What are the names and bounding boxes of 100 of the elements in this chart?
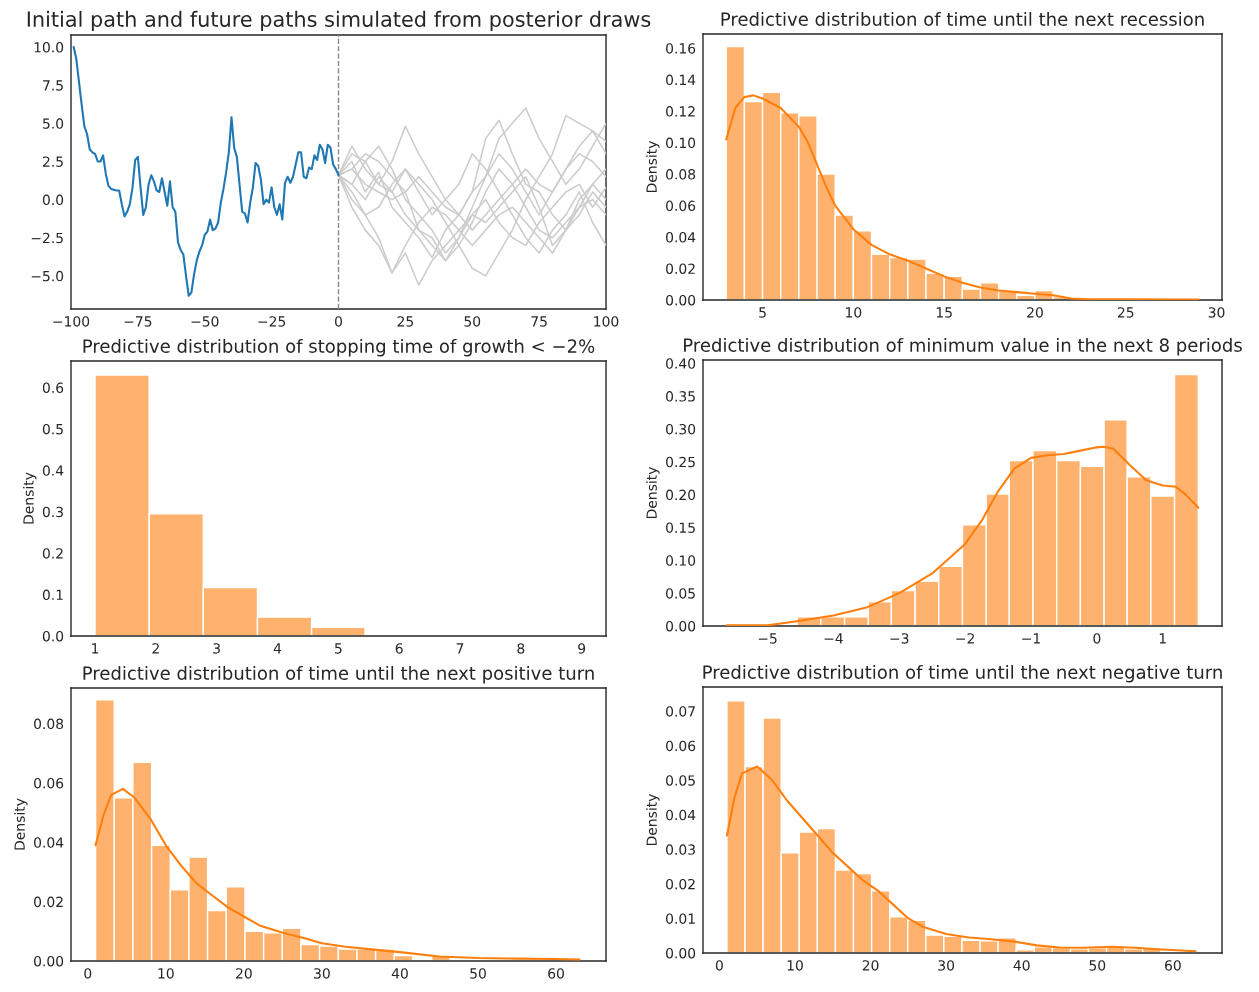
- y-tick-label: 0.1: [42, 589, 63, 601]
- x-tick-label: −1: [1022, 633, 1040, 644]
- y-tick-label: 0.16: [666, 43, 696, 54]
- x-tick-label: 25: [397, 316, 413, 327]
- y-tick-label: 0.3: [42, 506, 63, 518]
- y-tick-label: 0.07: [666, 706, 695, 717]
- y-tick-label: 0.08: [34, 718, 64, 730]
- y-tick-label: 0.35: [666, 391, 695, 402]
- x-tick-label: 20: [1027, 307, 1043, 318]
- x-tick-label: 15: [936, 307, 952, 318]
- y-tick-label: −2.5: [31, 232, 63, 244]
- y-tick-label: 0.40: [666, 358, 696, 369]
- y-axis-title: Density: [14, 798, 28, 850]
- x-tick-label: 50: [470, 968, 486, 979]
- y-tick-label: 0.06: [666, 200, 696, 212]
- x-tick-label: 25: [1117, 307, 1134, 318]
- x-tick-label: 30: [314, 968, 330, 979]
- y-tick-label: 0.00: [34, 955, 64, 967]
- y-tick-label: 10.0: [34, 42, 64, 53]
- y-tick-label: −5.0: [31, 270, 64, 282]
- chart-title: Predictive distribution of time until the next recession: [721, 11, 1204, 26]
- x-tick-label: 0: [1093, 633, 1101, 644]
- y-tick-label: 0.05: [666, 775, 695, 786]
- chart-title: Predictive distribution of stopping time of growth < −2%: [83, 338, 595, 357]
- y-tick-label: 0.00: [666, 620, 696, 632]
- y-axis-title: Density: [646, 141, 660, 193]
- x-tick-label: 3: [213, 643, 220, 654]
- chart-title: Initial path and future paths simulated from posterior draws: [27, 10, 651, 31]
- x-tick-label: 10: [787, 960, 803, 971]
- y-tick-label: 0.01: [666, 913, 695, 924]
- x-tick-label: 60: [548, 968, 564, 979]
- y-tick-label: 0.00: [666, 947, 696, 959]
- y-tick-label: 0.05: [666, 588, 695, 599]
- x-tick-label: −25: [258, 316, 286, 327]
- x-tick-label: 10: [158, 968, 174, 979]
- y-tick-label: 0.03: [666, 844, 695, 855]
- x-tick-label: −3: [890, 633, 909, 644]
- y-tick-label: 0.02: [666, 878, 695, 890]
- y-tick-label: 7.5: [43, 80, 63, 91]
- x-tick-label: 1: [92, 643, 99, 654]
- y-tick-label: 0.6: [42, 382, 64, 393]
- y-tick-label: 0.02: [666, 263, 695, 274]
- y-tick-label: 2.5: [42, 156, 63, 167]
- x-tick-label: 50: [1089, 960, 1106, 971]
- x-tick-label: 9: [578, 643, 586, 654]
- y-tick-label: 0.08: [666, 169, 696, 180]
- chart-title: Predictive distribution of minimum value in the next 8 periods: [684, 337, 1242, 356]
- y-tick-label: 5.0: [43, 118, 64, 129]
- x-tick-label: −4: [824, 633, 843, 644]
- x-tick-label: 40: [391, 968, 408, 979]
- x-tick-label: 100: [594, 316, 619, 327]
- y-tick-label: 0.04: [666, 232, 696, 243]
- x-tick-label: 7: [456, 643, 464, 654]
- x-tick-label: 5: [759, 307, 766, 318]
- y-tick-label: 0.00: [666, 294, 696, 306]
- x-tick-label: −100: [53, 316, 90, 327]
- y-tick-label: 0.12: [666, 106, 695, 117]
- x-tick-label: 2: [152, 643, 159, 654]
- y-tick-label: 0.30: [666, 423, 696, 435]
- x-tick-label: 4: [273, 643, 282, 654]
- x-tick-label: 50: [464, 316, 481, 327]
- x-tick-label: 30: [938, 960, 955, 971]
- chart-title: Predictive distribution of time until the next negative turn: [703, 664, 1222, 683]
- x-tick-label: 0: [715, 960, 723, 971]
- x-tick-label: 6: [395, 643, 403, 654]
- y-tick-label: 0.06: [666, 740, 696, 752]
- y-axis-title: Density: [646, 794, 660, 846]
- y-tick-label: 0.5: [42, 423, 63, 435]
- y-tick-label: 0.04: [34, 837, 64, 848]
- y-tick-label: 0.14: [666, 74, 696, 86]
- y-tick-label: 0.02: [34, 896, 63, 908]
- y-tick-label: 0.0: [42, 630, 64, 642]
- y-tick-label: 0.15: [666, 522, 695, 533]
- x-tick-label: 5: [335, 643, 342, 654]
- y-tick-label: 0.04: [666, 809, 696, 821]
- x-tick-label: −2: [956, 633, 974, 644]
- x-tick-label: 75: [531, 316, 547, 327]
- y-tick-label: 0.0: [42, 194, 64, 206]
- x-tick-label: 1: [1159, 633, 1166, 644]
- x-tick-label: 10: [846, 307, 862, 318]
- x-tick-label: 0: [84, 968, 92, 979]
- chart-title: Predictive distribution of time until the next positive turn: [83, 665, 594, 684]
- x-tick-label: −50: [191, 316, 219, 327]
- x-tick-label: 20: [862, 960, 879, 971]
- x-tick-label: 60: [1165, 960, 1181, 971]
- y-tick-label: 0.25: [666, 456, 695, 468]
- x-tick-label: 0: [335, 316, 342, 327]
- y-axis-title: Density: [646, 467, 660, 519]
- y-tick-label: 0.2: [42, 548, 63, 559]
- x-tick-label: 8: [517, 643, 525, 654]
- y-axis-title: Density: [22, 472, 37, 524]
- y-tick-label: 0.4: [42, 465, 64, 476]
- x-tick-label: 40: [1013, 960, 1030, 971]
- x-tick-label: −5: [758, 633, 777, 644]
- x-tick-label: −75: [124, 316, 152, 327]
- y-tick-label: 0.10: [666, 137, 696, 149]
- y-tick-label: 0.10: [666, 555, 696, 566]
- x-tick-label: 20: [236, 968, 252, 979]
- y-tick-label: 0.20: [666, 489, 696, 501]
- x-tick-label: 30: [1208, 307, 1225, 318]
